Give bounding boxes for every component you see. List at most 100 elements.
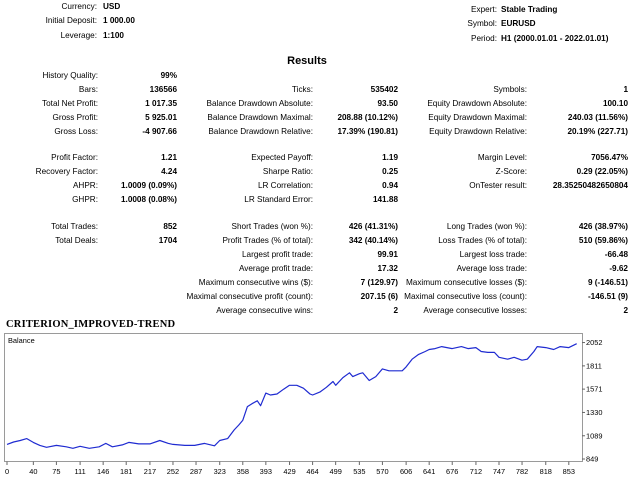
bars-value: 136566 xyxy=(149,85,177,94)
leverage-label: Leverage: xyxy=(60,31,97,40)
ahpr-value: 1.0009 (0.09%) xyxy=(121,181,177,190)
expected-payoff-value: 1.19 xyxy=(382,153,398,162)
short-trades-label: Short Trades (won %): xyxy=(231,222,313,231)
x-tick-label: 853 xyxy=(563,467,575,476)
x-tick-label: 287 xyxy=(190,467,202,476)
avg-consecutive-losses-label: Average consecutive losses: xyxy=(423,306,527,315)
ticks-value: 535402 xyxy=(370,85,398,94)
x-tick-label: 499 xyxy=(329,467,341,476)
total-net-profit-value: 1 017.35 xyxy=(145,99,177,108)
ontester-result-label: OnTester result: xyxy=(469,181,527,190)
x-tick-label: 358 xyxy=(237,467,249,476)
total-net-profit-label: Total Net Profit: xyxy=(42,99,98,108)
y-tick-label: 1089 xyxy=(586,431,602,440)
profit-trades-label: Profit Trades (% of total): xyxy=(222,236,313,245)
largest-profit-trade-value: 99.91 xyxy=(377,250,399,259)
expert-label: Expert: xyxy=(471,5,497,14)
period-value: H1 (2000.01.01 - 2022.01.01) xyxy=(501,34,609,43)
expert-value: Stable Trading xyxy=(501,5,558,14)
y-tick-label: 2052 xyxy=(586,338,602,347)
total-trades-value: 852 xyxy=(163,222,177,231)
x-tick-label: 40 xyxy=(29,467,37,476)
max-consecutive-loss-value: -146.51 (9) xyxy=(587,292,628,301)
symbol-value: EURUSD xyxy=(501,19,536,28)
avg-consecutive-losses-value: 2 xyxy=(623,306,628,315)
x-tick-label: 606 xyxy=(400,467,412,476)
max-consecutive-losses-value: 9 (-146.51) xyxy=(587,278,628,287)
x-tick-label: 111 xyxy=(74,467,85,476)
balance-dd-relative-label: Balance Drawdown Relative: xyxy=(208,127,313,136)
x-tick-label: 535 xyxy=(353,467,365,476)
x-tick-label: 252 xyxy=(167,467,179,476)
average-profit-trade-label: Average profit trade: xyxy=(238,264,313,273)
gross-profit-label: Gross Profit: xyxy=(52,113,99,122)
gross-loss-label: Gross Loss: xyxy=(54,127,98,136)
gross-loss-value: -4 907.66 xyxy=(142,127,177,136)
largest-loss-trade-value: -66.48 xyxy=(604,250,628,259)
margin-level-label: Margin Level: xyxy=(477,153,527,162)
loss-trades-label: Loss Trades (% of total): xyxy=(438,236,527,245)
x-tick-label: 146 xyxy=(97,467,109,476)
balance-dd-absolute-value: 93.50 xyxy=(377,99,399,108)
currency-value: USD xyxy=(103,2,121,11)
sharpe-ratio-label: Sharpe Ratio: xyxy=(262,167,313,176)
initial-deposit-value: 1 000.00 xyxy=(103,16,135,25)
max-consecutive-wins-label: Maximum consecutive wins ($): xyxy=(198,278,313,287)
x-tick-label: 464 xyxy=(306,467,318,476)
leverage-value: 1:100 xyxy=(103,31,124,40)
symbols-value: 1 xyxy=(623,85,628,94)
chart-legend-balance: Balance xyxy=(8,336,35,345)
equity-dd-relative-value: 20.19% (227.71) xyxy=(567,127,628,136)
x-tick-label: 641 xyxy=(423,467,435,476)
avg-consecutive-wins-value: 2 xyxy=(393,306,398,315)
equity-dd-absolute-value: 100.10 xyxy=(602,99,628,108)
x-tick-label: 429 xyxy=(283,467,295,476)
expected-payoff-label: Expected Payoff: xyxy=(251,153,313,162)
y-tick-label: 1811 xyxy=(586,361,602,370)
balance-chart: Balance 849 1089 1330 1571 1811 2052 0 40 75 111… xyxy=(0,331,640,480)
gross-profit-value: 5 925.01 xyxy=(145,113,177,122)
initial-deposit-label: Initial Deposit: xyxy=(45,16,97,25)
recovery-factor-value: 4.24 xyxy=(161,167,177,176)
symbols-label: Symbols: xyxy=(493,85,527,94)
loss-trades-value: 510 (59.86%) xyxy=(578,236,628,245)
x-tick-label: 570 xyxy=(376,467,388,476)
ghpr-label: GHPR: xyxy=(72,195,98,204)
z-score-label: Z-Score: xyxy=(495,167,527,176)
equity-dd-maximal-label: Equity Drawdown Maximal: xyxy=(428,113,527,122)
ontester-result-value: 28.35250482650804 xyxy=(552,181,628,190)
y-tick-label: 1571 xyxy=(586,385,602,394)
balance-line xyxy=(6,343,577,449)
lr-correlation-value: 0.94 xyxy=(382,181,398,190)
x-tick-label: 712 xyxy=(470,467,482,476)
largest-loss-trade-label: Largest loss trade: xyxy=(459,250,527,259)
total-trades-label: Total Trades: xyxy=(51,222,98,231)
average-loss-trade-value: -9.62 xyxy=(609,264,628,273)
long-trades-value: 426 (38.97%) xyxy=(578,222,628,231)
ahpr-label: AHPR: xyxy=(72,181,98,190)
ticks-label: Ticks: xyxy=(291,85,313,94)
equity-dd-relative-label: Equity Drawdown Relative: xyxy=(429,127,527,136)
chart-plot-frame xyxy=(4,333,583,462)
profit-trades-value: 342 (40.14%) xyxy=(348,236,398,245)
balance-dd-maximal-value: 208.88 (10.12%) xyxy=(337,113,398,122)
x-tick-label: 676 xyxy=(446,467,458,476)
symbol-label: Symbol: xyxy=(467,19,497,28)
balance-dd-maximal-label: Balance Drawdown Maximal: xyxy=(207,113,313,122)
long-trades-label: Long Trades (won %): xyxy=(446,222,527,231)
max-consecutive-profit-label: Maximal consecutive profit (count): xyxy=(186,292,314,301)
lr-std-error-value: 141.88 xyxy=(372,195,398,204)
history-quality-label: History Quality: xyxy=(42,71,98,80)
x-tick-label: 181 xyxy=(120,467,132,476)
sharpe-ratio-value: 0.25 xyxy=(382,167,398,176)
y-tick-label: 1330 xyxy=(586,408,602,417)
x-tick-label: 818 xyxy=(540,467,552,476)
largest-profit-trade-label: Largest profit trade: xyxy=(242,250,313,259)
history-quality-value: 99% xyxy=(160,71,177,80)
lr-correlation-label: LR Correlation: xyxy=(257,181,313,190)
max-consecutive-profit-value: 207.15 (6) xyxy=(360,292,398,301)
y-tick-label: 849 xyxy=(586,455,598,464)
x-tick-label: 75 xyxy=(52,467,60,476)
profit-factor-value: 1.21 xyxy=(161,153,177,162)
x-axis-ticks: 0 40 75 111 146 181 217 252 287 323 358 393 429 464 49… xyxy=(5,461,575,476)
